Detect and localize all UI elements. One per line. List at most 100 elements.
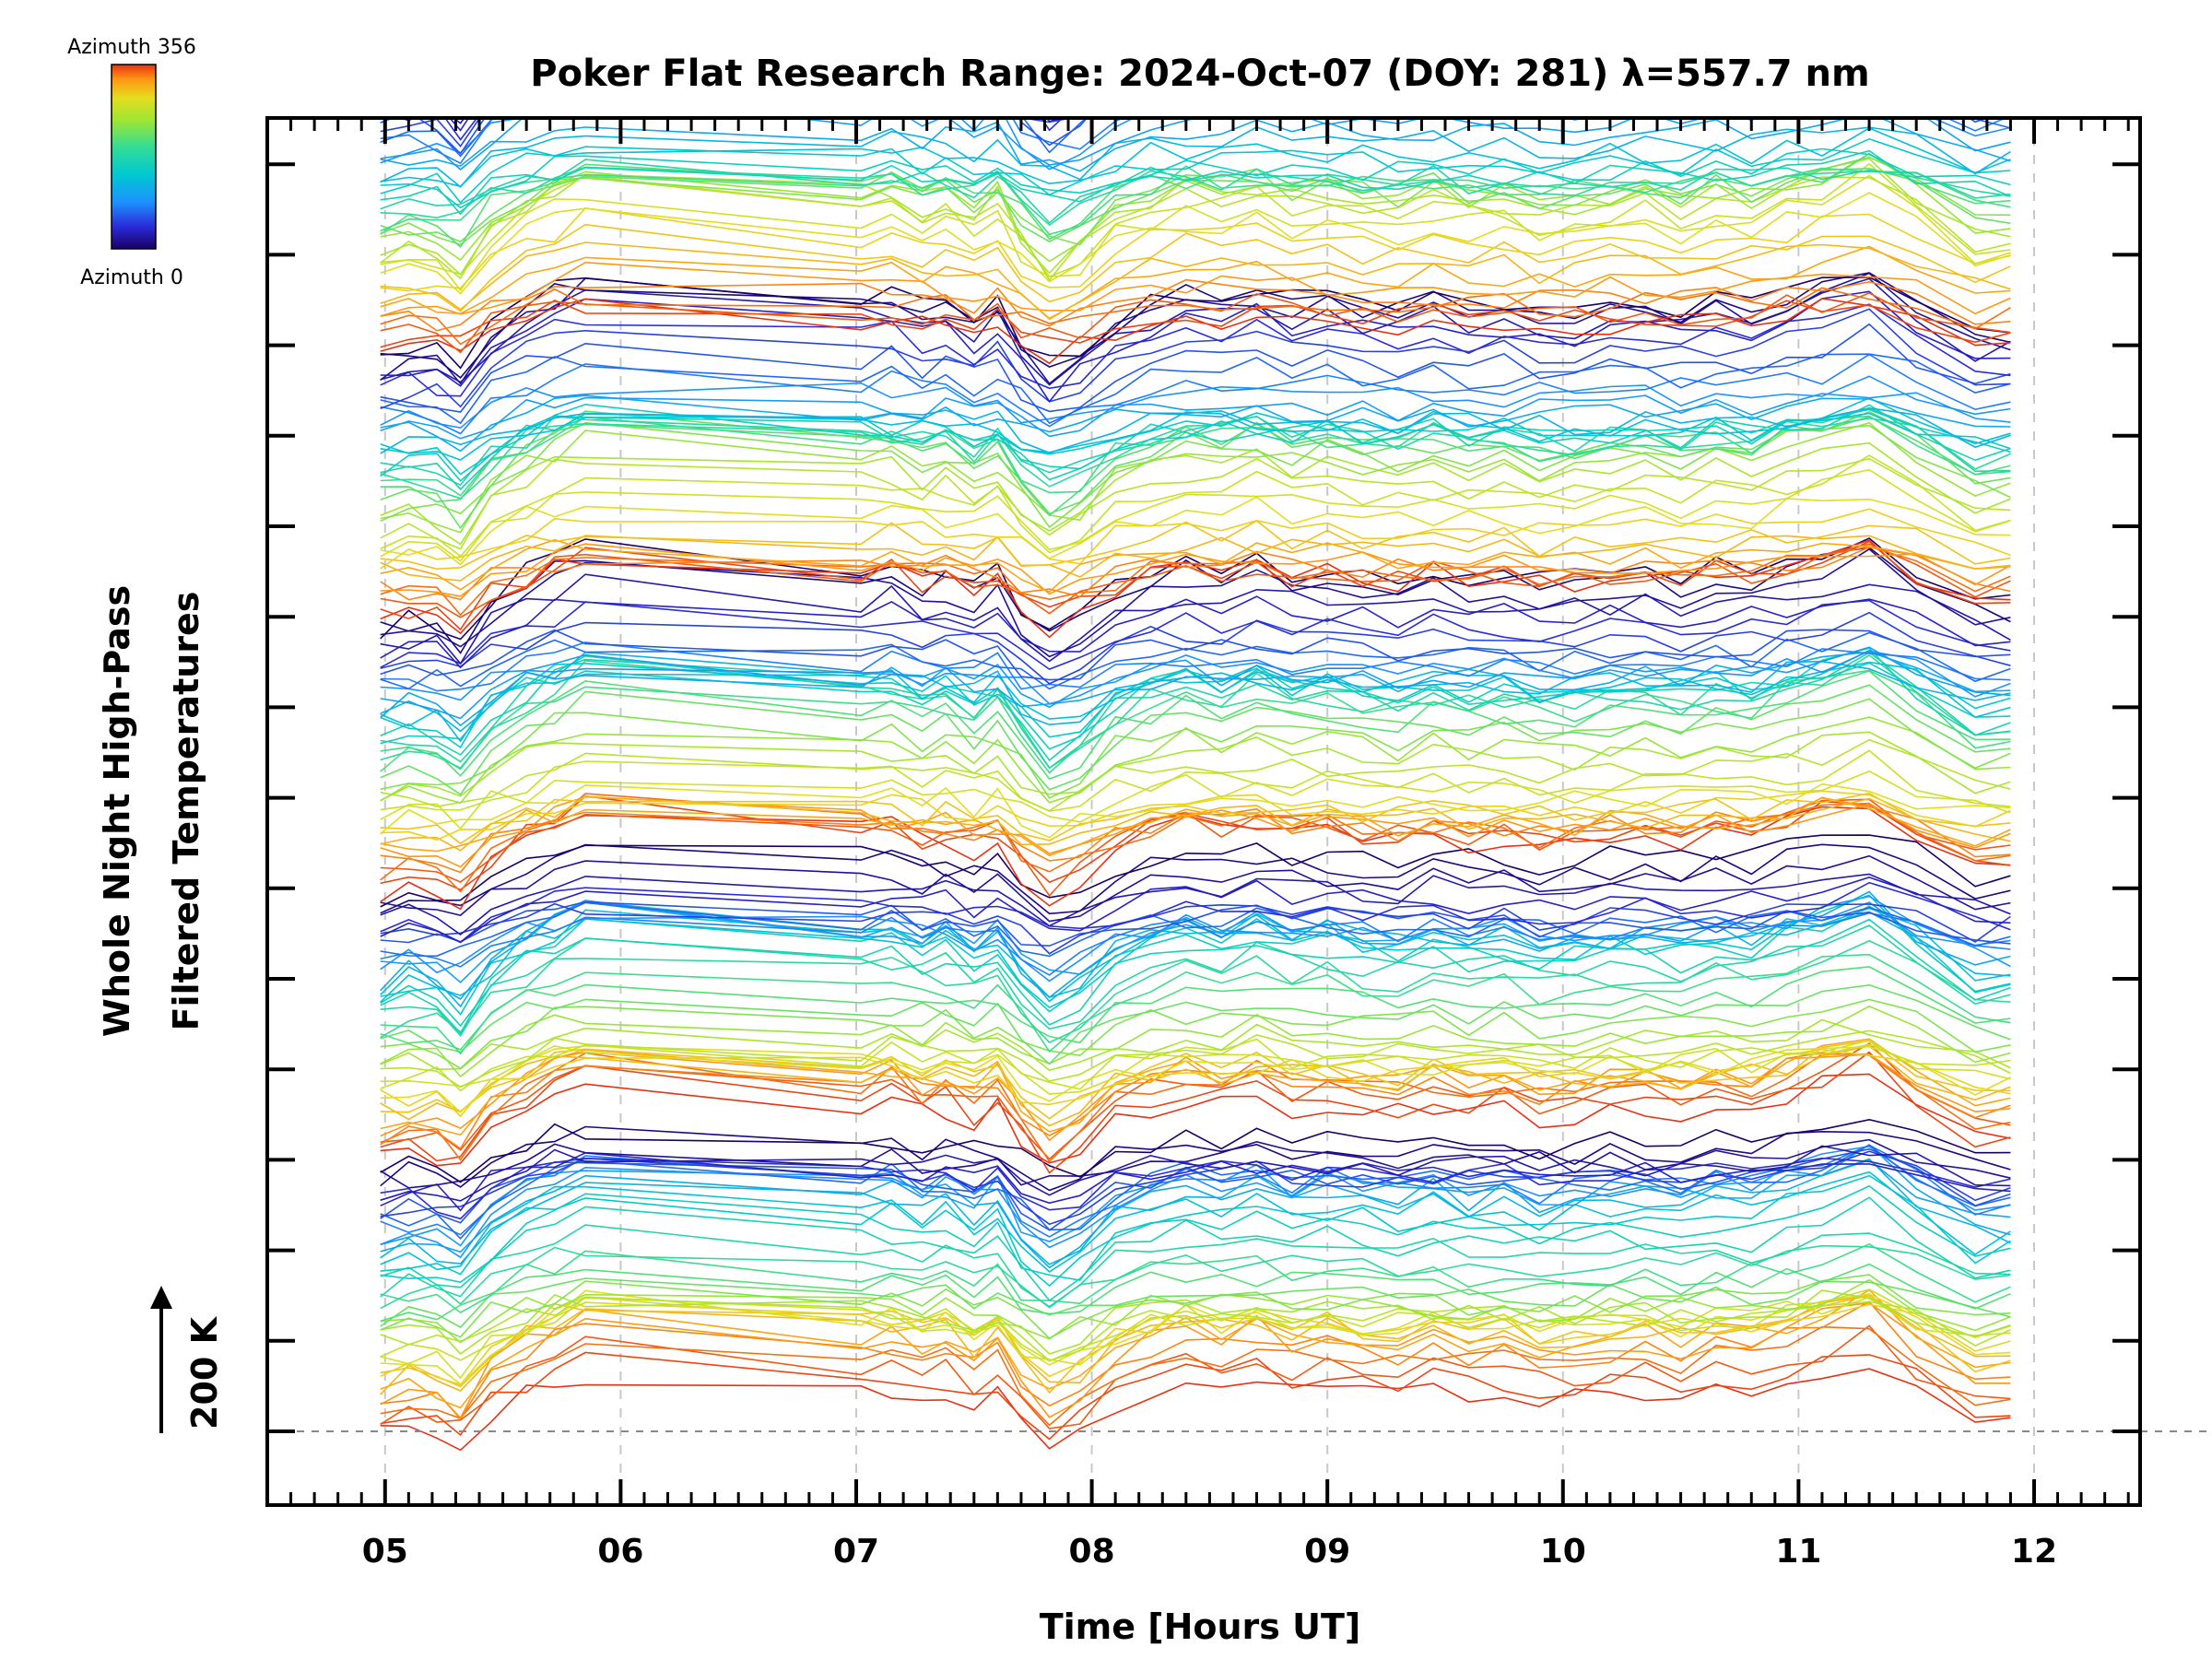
azimuth-trace xyxy=(380,796,2011,874)
azimuth-trace xyxy=(380,599,2011,671)
azimuth-trace xyxy=(380,631,2011,690)
trace-group xyxy=(380,0,2011,1452)
azimuth-trace xyxy=(380,540,2011,631)
azimuth-trace xyxy=(380,795,2011,852)
azimuth-trace xyxy=(380,684,2011,796)
azimuth-trace xyxy=(380,1143,2011,1269)
azimuth-trace xyxy=(380,1296,2011,1380)
azimuth-trace xyxy=(380,537,2011,641)
azimuth-trace xyxy=(380,1300,2011,1420)
azimuth-trace xyxy=(380,1040,2011,1095)
azimuth-trace xyxy=(380,323,2011,413)
azimuth-trace xyxy=(380,650,2011,705)
azimuth-trace xyxy=(380,900,2011,1008)
colorbar xyxy=(111,64,157,250)
plot-frame xyxy=(265,116,2142,1507)
x-tick-label: 09 xyxy=(1304,1533,1350,1571)
azimuth-trace xyxy=(380,206,2011,292)
azimuth-trace xyxy=(380,1073,2011,1167)
azimuth-trace xyxy=(380,1184,2011,1283)
azimuth-trace xyxy=(381,0,2011,21)
azimuth-trace xyxy=(380,403,2011,482)
colorbar-top-label: Azimuth 356 xyxy=(67,36,196,59)
x-tick-label: 07 xyxy=(833,1533,879,1571)
azimuth-trace xyxy=(380,1289,2011,1355)
chart-title: Poker Flat Research Range: 2024-Oct-07 (… xyxy=(530,53,1869,95)
azimuth-trace xyxy=(380,1158,2011,1265)
azimuth-trace xyxy=(380,770,2011,830)
azimuth-trace xyxy=(381,0,2011,40)
azimuth-trace xyxy=(380,907,2011,1003)
azimuth-trace xyxy=(380,798,2011,898)
azimuth-trace xyxy=(380,1144,2011,1240)
x-tick-label: 11 xyxy=(1775,1533,1821,1571)
azimuth-trace xyxy=(380,1147,2011,1231)
azimuth-trace xyxy=(380,147,2011,209)
azimuth-trace xyxy=(380,1297,2011,1362)
azimuth-trace xyxy=(380,918,2011,1035)
azimuth-trace xyxy=(380,353,2011,425)
azimuth-trace xyxy=(380,1196,2011,1302)
azimuth-trace xyxy=(380,152,2011,263)
scale-bar-arrowhead xyxy=(150,1286,172,1309)
azimuth-trace xyxy=(380,223,2011,312)
azimuth-trace xyxy=(380,854,2011,923)
azimuth-trace xyxy=(380,905,2011,1028)
x-tick-label: 05 xyxy=(362,1533,408,1571)
azimuth-trace xyxy=(380,1157,2011,1220)
azimuth-trace xyxy=(380,126,2011,188)
azimuth-trace xyxy=(380,496,2011,566)
azimuth-trace xyxy=(380,629,2011,681)
azimuth-trace xyxy=(380,698,2011,799)
azimuth-trace xyxy=(380,1224,2011,1308)
azimuth-trace xyxy=(381,0,2011,48)
azimuth-trace xyxy=(380,924,2011,1038)
azimuth-trace xyxy=(380,375,2011,429)
azimuth-trace xyxy=(380,1018,2011,1072)
azimuth-trace xyxy=(380,261,2011,317)
azimuth-trace xyxy=(380,749,2011,812)
azimuth-trace xyxy=(380,546,2011,601)
azimuth-trace xyxy=(380,1125,2011,1192)
azimuth-trace xyxy=(381,0,2011,14)
azimuth-trace xyxy=(380,653,2011,771)
azimuth-trace xyxy=(380,1040,2011,1120)
azimuth-trace xyxy=(380,790,2011,841)
azimuth-trace xyxy=(380,407,2011,487)
azimuth-trace xyxy=(380,1294,2011,1394)
azimuth-trace xyxy=(380,441,2011,546)
azimuth-trace xyxy=(380,298,2011,365)
azimuth-trace xyxy=(380,272,2011,385)
azimuth-trace xyxy=(380,1278,2011,1344)
azimuth-trace xyxy=(381,0,2011,28)
azimuth-trace xyxy=(380,276,2011,370)
azimuth-trace xyxy=(380,782,2011,839)
azimuth-trace xyxy=(381,0,2011,31)
azimuth-trace xyxy=(380,670,2011,781)
azimuth-trace xyxy=(380,1277,2011,1329)
azimuth-trace xyxy=(380,468,2011,562)
azimuth-trace xyxy=(380,966,2011,1051)
azimuth-trace xyxy=(380,287,2011,346)
azimuth-trace xyxy=(380,1174,2011,1288)
azimuth-trace xyxy=(380,353,2011,435)
azimuth-trace xyxy=(380,953,2011,1055)
azimuth-trace xyxy=(380,149,2011,216)
azimuth-trace xyxy=(380,1118,2011,1183)
x-tick-label: 12 xyxy=(2011,1533,2057,1571)
y-axis-label-line2: Filtered Temperatures xyxy=(166,592,206,1031)
azimuth-trace xyxy=(380,881,2011,944)
azimuth-trace xyxy=(380,738,2011,812)
azimuth-trace xyxy=(380,1324,2011,1430)
azimuth-trace xyxy=(380,1030,2011,1088)
azimuth-trace xyxy=(380,900,2011,947)
azimuth-trace xyxy=(380,292,2011,354)
azimuth-trace xyxy=(380,539,2011,639)
azimuth-trace xyxy=(380,174,2011,292)
azimuth-trace xyxy=(380,1152,2011,1212)
azimuth-trace xyxy=(380,1244,2011,1310)
azimuth-trace xyxy=(380,573,2011,665)
azimuth-trace xyxy=(380,416,2011,517)
azimuth-trace xyxy=(380,192,2011,295)
